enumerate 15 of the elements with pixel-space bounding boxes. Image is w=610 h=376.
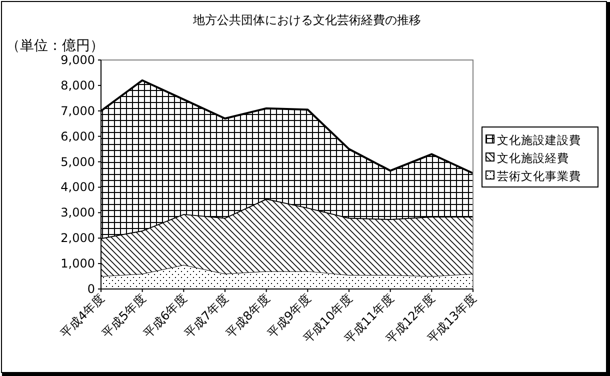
y-tick-label: 2,000 — [60, 231, 95, 246]
y-tick-label: 0 — [87, 282, 95, 296]
legend-label: 芸術文化事業費 — [497, 169, 581, 183]
y-tick-label: 3,000 — [60, 206, 95, 220]
y-tick-label: 4,000 — [60, 180, 95, 194]
y-tick-label: 1,000 — [60, 256, 95, 271]
y-tick-label: 5,000 — [60, 154, 95, 169]
chart-title: 地方公共団体における文化芸術経費の推移 — [192, 13, 421, 27]
y-tick-label: 6,000 — [60, 129, 95, 144]
y-tick-label: 7,000 — [60, 104, 95, 118]
legend-label: 文化施設経費 — [497, 151, 569, 165]
y-tick-label: 8,000 — [60, 78, 95, 92]
y-tick-label: 9,000 — [60, 53, 95, 67]
legend-label: 文化施設建設費 — [497, 133, 581, 147]
y-axis-title: （単位：億円） — [6, 38, 104, 54]
